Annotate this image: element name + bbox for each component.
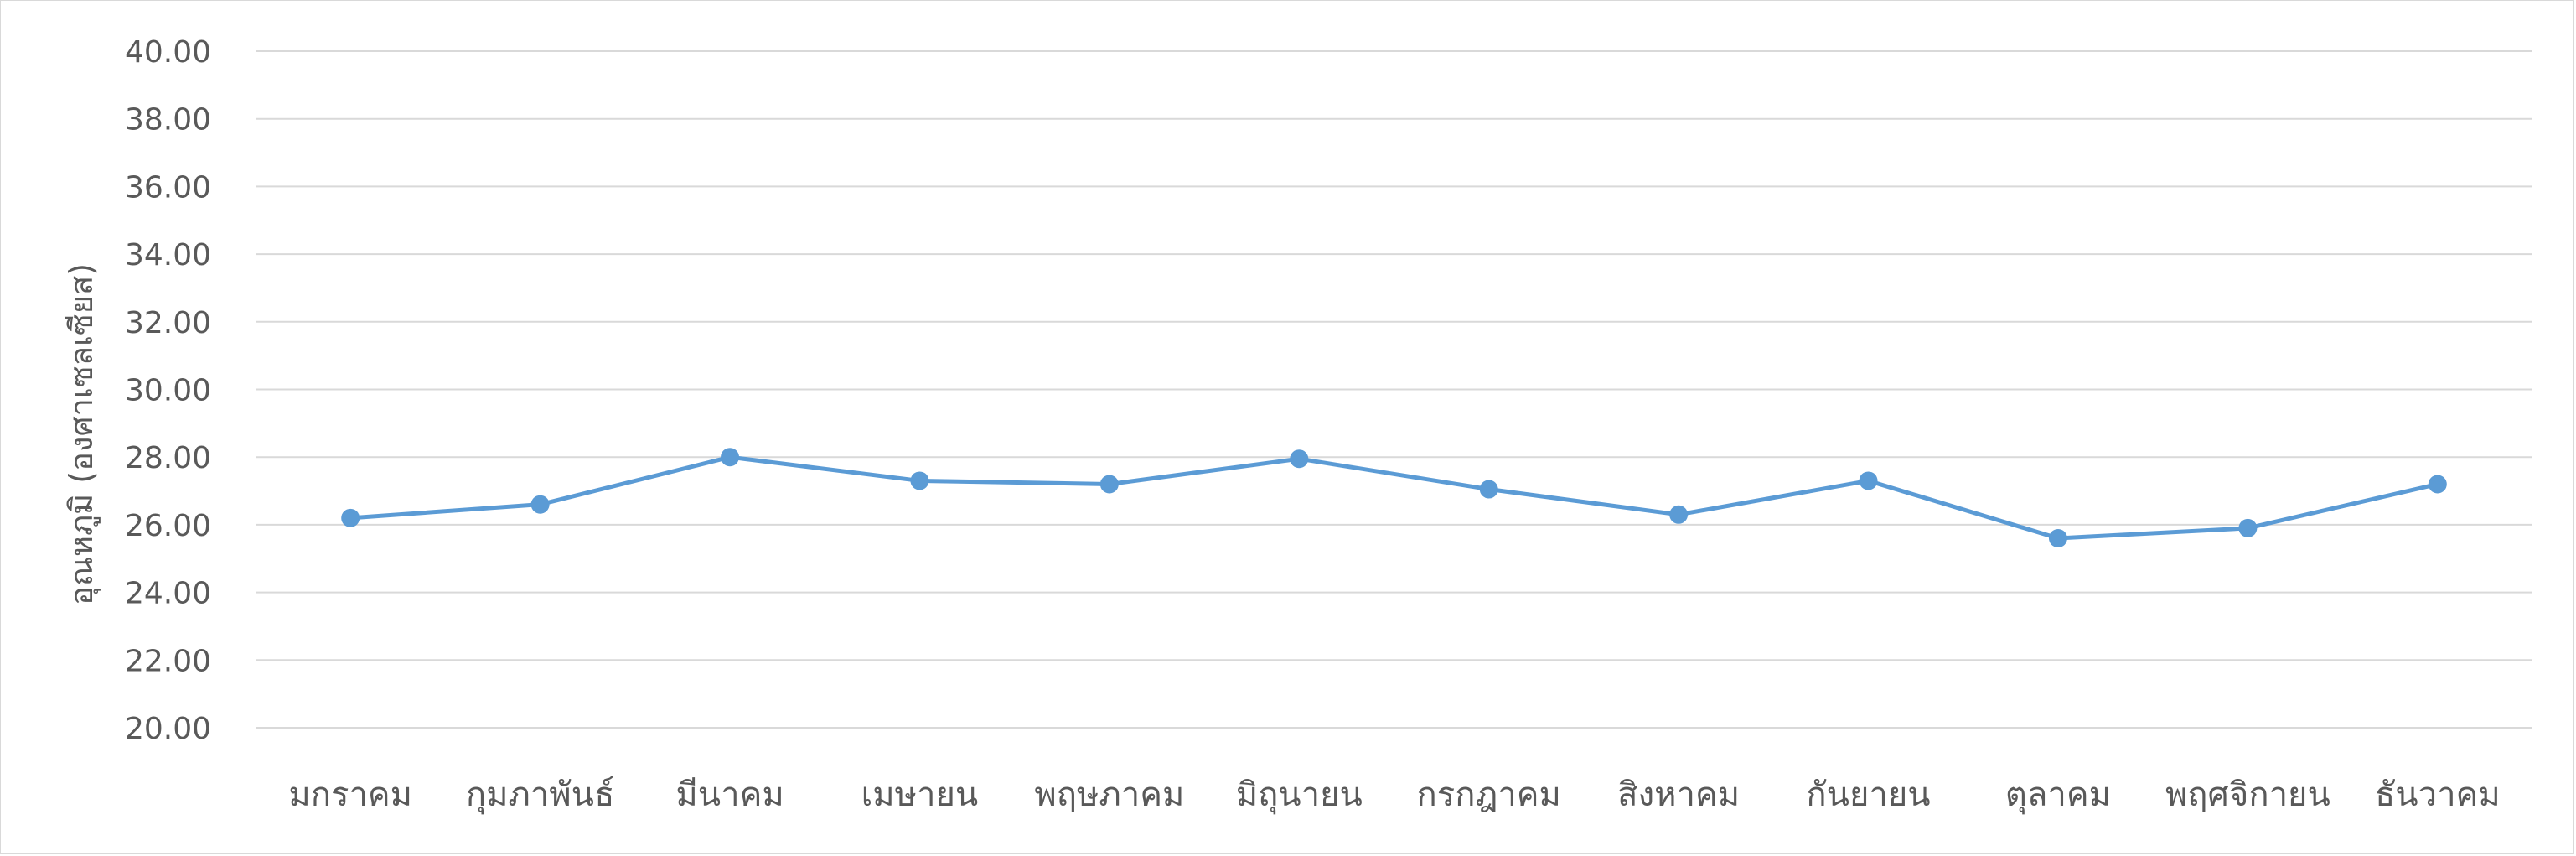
series-line (348, 454, 2440, 541)
x-tick-label: พฤศจิกายน (2165, 776, 2330, 814)
x-tick-label: พฤษภาคม (1034, 776, 1184, 814)
data-point (1479, 480, 1498, 499)
x-tick-label: ธันวาคม (2375, 776, 2501, 814)
y-tick-label: 30.00 (125, 374, 211, 408)
y-tick-label: 20.00 (125, 712, 211, 746)
y-tick-label: 40.00 (125, 35, 211, 70)
x-tick-label: เมษายน (861, 776, 979, 814)
data-point (1290, 449, 1309, 469)
y-tick-label: 28.00 (125, 441, 211, 475)
x-tick-label: กันยายน (1806, 776, 1930, 814)
y-tick-label: 36.00 (125, 170, 211, 205)
data-point (2048, 529, 2067, 548)
y-tick-label: 26.00 (125, 509, 211, 543)
x-tick-label: กุมภาพันธ์ (466, 776, 615, 815)
gridlines (256, 50, 2532, 729)
y-tick-label: 22.00 (125, 644, 211, 678)
y-tick-label: 32.00 (125, 306, 211, 340)
y-tick-label: 38.00 (125, 103, 211, 137)
data-point (1099, 475, 1119, 494)
data-point (1669, 505, 1689, 524)
series-group (341, 448, 2447, 548)
y-axis-label: อุณหภูมิ (องศาเซลเซียส) (63, 263, 101, 605)
data-point (2238, 518, 2258, 537)
data-point (530, 495, 550, 514)
data-point (910, 471, 929, 490)
x-tick-label: มิถุนายน (1236, 776, 1363, 815)
data-point (341, 508, 360, 527)
y-tick-label: 34.00 (125, 238, 211, 272)
x-tick-label: มีนาคม (675, 776, 784, 814)
data-point (721, 448, 740, 467)
x-tick-label: มกราคม (288, 776, 412, 814)
y-tick-label: 24.00 (125, 577, 211, 611)
x-axis-ticks: มกราคม กุมภาพันธ์ มีนาคม เมษายน พฤษภาคม มิถุน… (288, 776, 2500, 815)
data-point (2428, 475, 2447, 494)
x-tick-label: ตุลาคม (2005, 776, 2111, 815)
data-point (1859, 471, 1878, 490)
y-axis-ticks: 20.00 22.00 24.00 26.00 28.00 30.00 32.00 34.00… (125, 35, 211, 746)
x-tick-label: สิงหาคม (1617, 776, 1740, 814)
x-tick-label: กรกฎาคม (1417, 776, 1561, 814)
